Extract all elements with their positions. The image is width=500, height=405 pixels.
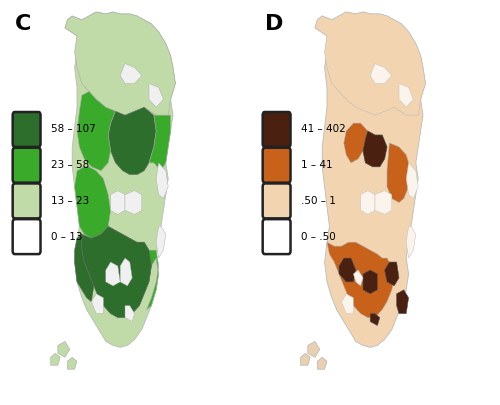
Polygon shape: [68, 357, 77, 369]
Polygon shape: [65, 12, 176, 115]
Text: 23 – 58: 23 – 58: [50, 160, 89, 170]
Polygon shape: [125, 306, 134, 322]
Polygon shape: [120, 64, 142, 83]
Polygon shape: [375, 191, 392, 214]
Polygon shape: [149, 83, 164, 107]
Polygon shape: [370, 64, 392, 83]
Polygon shape: [156, 226, 166, 258]
FancyBboxPatch shape: [12, 112, 40, 147]
Text: C: C: [14, 14, 31, 34]
Polygon shape: [137, 242, 158, 310]
Polygon shape: [308, 341, 320, 357]
Polygon shape: [125, 191, 142, 214]
Polygon shape: [74, 167, 110, 238]
Text: .50 – 1: .50 – 1: [300, 196, 336, 206]
Polygon shape: [300, 353, 310, 365]
Polygon shape: [339, 258, 356, 282]
Polygon shape: [149, 115, 171, 171]
Polygon shape: [399, 83, 413, 107]
Polygon shape: [120, 258, 132, 286]
Polygon shape: [406, 226, 416, 258]
FancyBboxPatch shape: [262, 219, 290, 254]
Polygon shape: [360, 191, 375, 214]
Text: 1 – 41: 1 – 41: [300, 160, 332, 170]
Text: 41 – 402: 41 – 402: [300, 124, 346, 134]
Polygon shape: [108, 107, 156, 175]
Polygon shape: [318, 357, 327, 369]
Polygon shape: [370, 313, 380, 326]
Polygon shape: [363, 131, 387, 167]
FancyBboxPatch shape: [12, 219, 40, 254]
Text: 0 – 13: 0 – 13: [50, 232, 82, 242]
Text: 58 – 107: 58 – 107: [50, 124, 96, 134]
FancyBboxPatch shape: [12, 148, 40, 183]
Polygon shape: [363, 270, 378, 294]
Polygon shape: [384, 262, 399, 286]
Polygon shape: [77, 92, 116, 171]
FancyBboxPatch shape: [262, 148, 290, 183]
Polygon shape: [50, 353, 60, 365]
Polygon shape: [74, 234, 94, 302]
Polygon shape: [342, 294, 353, 313]
Polygon shape: [92, 294, 104, 313]
Polygon shape: [315, 12, 426, 115]
Polygon shape: [156, 163, 168, 198]
Text: 0 – .50: 0 – .50: [300, 232, 336, 242]
Polygon shape: [110, 191, 125, 214]
Text: 13 – 23: 13 – 23: [50, 196, 89, 206]
Polygon shape: [406, 163, 418, 198]
Polygon shape: [315, 12, 426, 347]
Polygon shape: [327, 242, 394, 318]
FancyBboxPatch shape: [262, 112, 290, 147]
FancyBboxPatch shape: [262, 183, 290, 218]
Text: D: D: [264, 14, 283, 34]
Polygon shape: [58, 341, 70, 357]
Polygon shape: [396, 290, 408, 313]
Polygon shape: [344, 123, 368, 163]
Polygon shape: [354, 270, 363, 286]
Polygon shape: [65, 12, 176, 347]
Polygon shape: [387, 143, 411, 202]
Polygon shape: [106, 262, 120, 286]
Polygon shape: [82, 226, 152, 318]
FancyBboxPatch shape: [12, 183, 40, 218]
